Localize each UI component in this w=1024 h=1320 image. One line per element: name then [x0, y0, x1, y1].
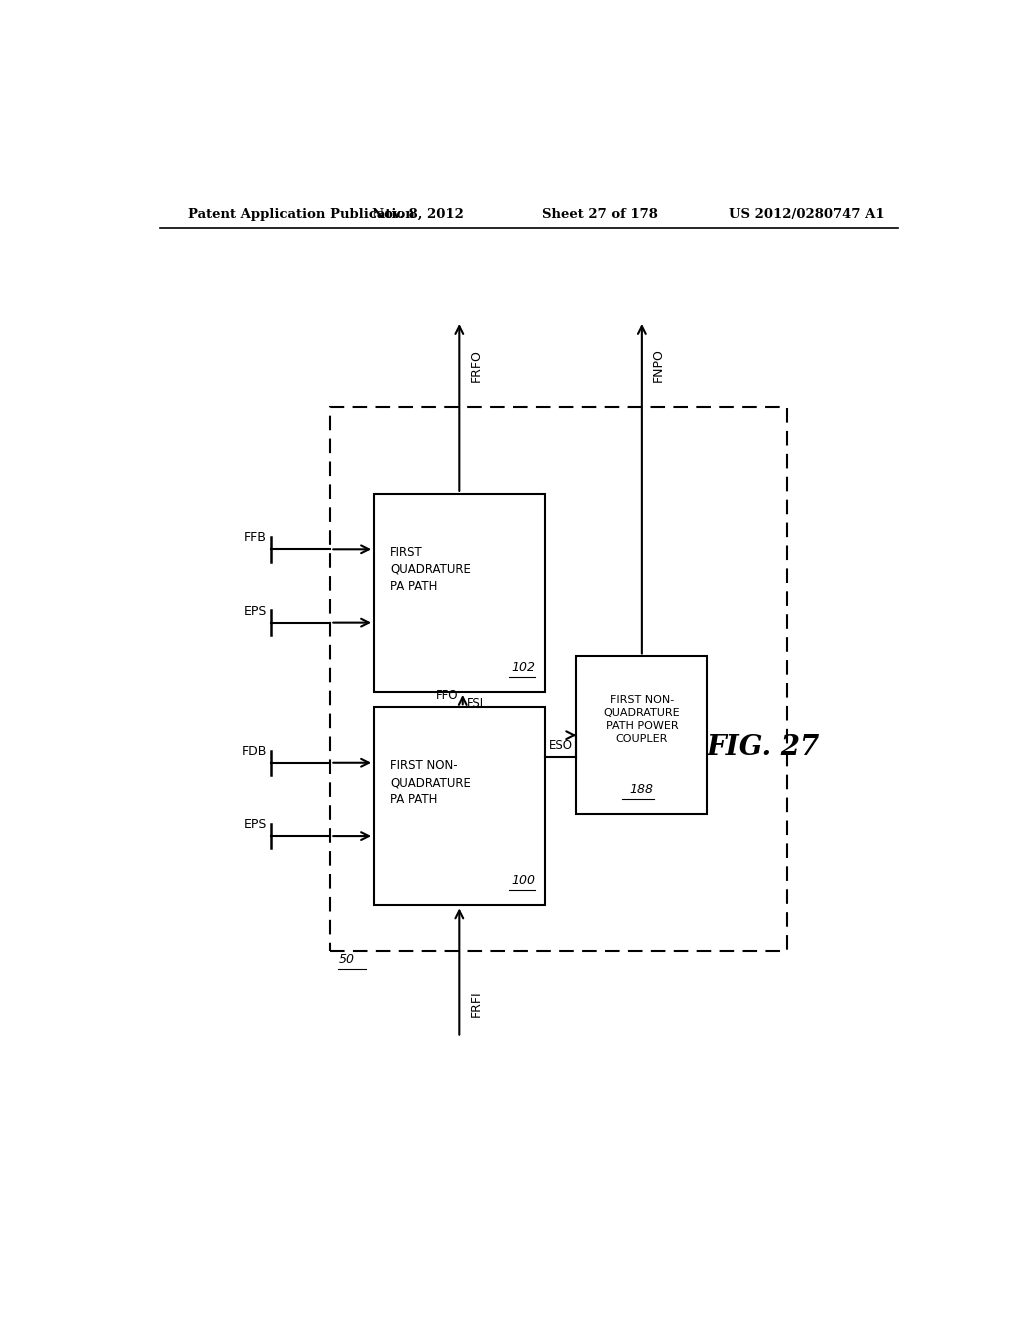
Text: Patent Application Publication: Patent Application Publication [187, 207, 415, 220]
Text: FRFO: FRFO [470, 348, 482, 381]
Text: 50: 50 [338, 953, 354, 966]
Text: ESO: ESO [549, 739, 572, 751]
Text: EPS: EPS [244, 818, 267, 832]
Text: 188: 188 [630, 783, 654, 796]
Text: FIG. 27: FIG. 27 [707, 734, 819, 762]
Text: FIRST
QUADRATURE
PA PATH: FIRST QUADRATURE PA PATH [390, 545, 471, 593]
Bar [577, 656, 708, 814]
Text: US 2012/0280747 A1: US 2012/0280747 A1 [729, 207, 885, 220]
Text: FIRST NON-
QUADRATURE
PA PATH: FIRST NON- QUADRATURE PA PATH [390, 759, 471, 807]
Bar [331, 408, 786, 952]
Text: FNPO: FNPO [652, 348, 666, 381]
Text: Sheet 27 of 178: Sheet 27 of 178 [543, 207, 658, 220]
Text: EPS: EPS [244, 605, 267, 618]
Text: FRFI: FRFI [470, 990, 482, 1018]
Text: FIRST NON-
QUADRATURE
PATH POWER
COUPLER: FIRST NON- QUADRATURE PATH POWER COUPLER [603, 694, 680, 744]
Text: FDB: FDB [242, 744, 267, 758]
Text: Nov. 8, 2012: Nov. 8, 2012 [372, 207, 464, 220]
Text: FFO: FFO [436, 689, 459, 702]
Bar [374, 494, 545, 692]
Text: 100: 100 [511, 874, 536, 887]
Text: FSI: FSI [467, 697, 483, 710]
Text: FFB: FFB [244, 531, 267, 544]
Text: 102: 102 [511, 661, 536, 673]
Bar [374, 708, 545, 906]
